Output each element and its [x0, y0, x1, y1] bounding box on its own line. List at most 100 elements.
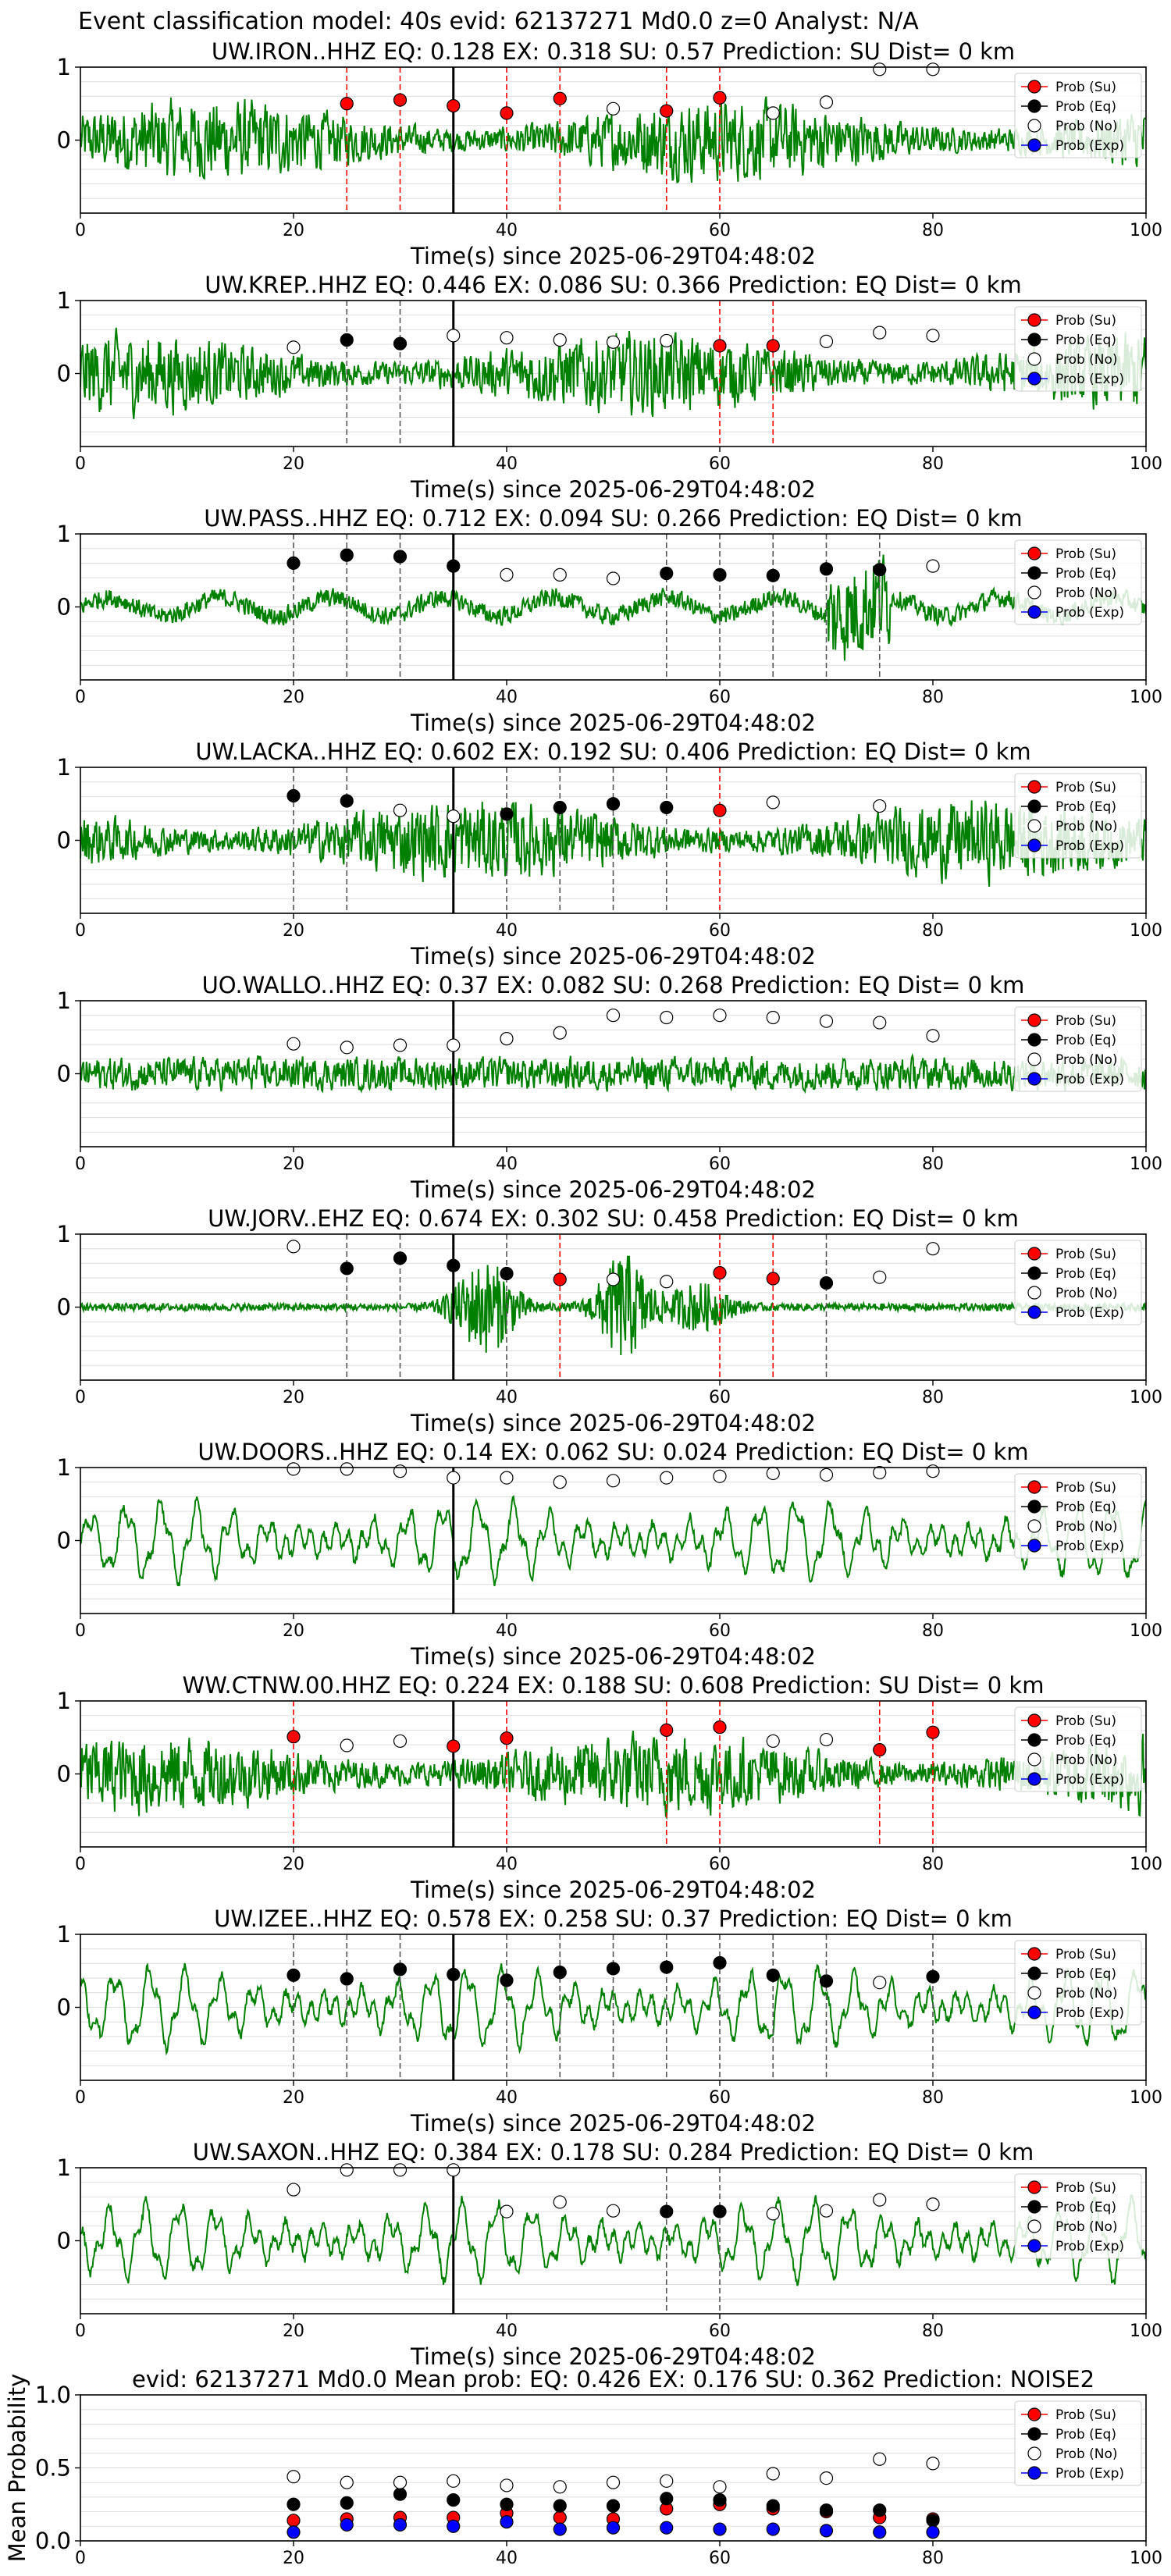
figure-suptitle: Event classification model: 40s evid: 62…: [78, 8, 919, 35]
prob-point-eq: [660, 1960, 674, 1974]
legend-marker-su: [1027, 1480, 1041, 1494]
y-tick-label: 1: [57, 1921, 71, 1948]
prob-point-no: [819, 95, 834, 109]
legend-box: [1014, 539, 1142, 625]
x-tick-label: 20: [283, 1155, 304, 1174]
legend-marker-exp: [1027, 2466, 1041, 2480]
legend-marker-su: [1027, 1013, 1041, 1027]
panel-title: UW.IRON..HHZ EQ: 0.128 EX: 0.318 SU: 0.5…: [212, 38, 1015, 65]
legend-label: Prob (Eq): [1055, 799, 1116, 815]
x-tick-label: 0: [75, 688, 86, 707]
prob-point-eq: [606, 1962, 621, 1976]
x-tick-label: 80: [922, 1855, 944, 1874]
panel-title: UW.KREP..HHZ EQ: 0.446 EX: 0.086 SU: 0.3…: [205, 272, 1022, 298]
legend-label: Prob (Eq): [1055, 2427, 1116, 2443]
legend-marker-exp: [1027, 1539, 1041, 1553]
prob-point-su: [553, 91, 567, 105]
legend: Prob (Su) Prob (Eq) Prob (No) Prob (Exp): [1014, 306, 1142, 392]
prob-point-no: [873, 1465, 887, 1480]
mean-point-exp: [447, 2519, 461, 2533]
mean-point-exp: [500, 2515, 514, 2529]
y-tick-label: 0: [57, 827, 71, 854]
prob-point-su: [713, 91, 727, 105]
legend-label: Prob (No): [1055, 1752, 1118, 1768]
legend-label: Prob (Su): [1055, 780, 1116, 795]
legend-box: [1014, 1006, 1142, 1092]
prob-point-no: [606, 2204, 621, 2218]
x-tick-label: 20: [283, 688, 304, 707]
legend-label: Prob (No): [1055, 2219, 1118, 2235]
legend-marker-eq: [1027, 566, 1041, 580]
x-tick-label: 60: [709, 921, 731, 941]
prob-point-su: [340, 97, 354, 111]
prob-point-eq: [340, 333, 354, 347]
mean-point-eq: [819, 2503, 834, 2517]
prob-point-no: [447, 2163, 461, 2177]
legend-label: Prob (Su): [1055, 80, 1116, 95]
legend-marker-su: [1027, 2180, 1041, 2194]
x-axis-label: Time(s) since 2025-06-29T04:48:02: [410, 2110, 816, 2137]
legend-marker-exp: [1027, 2005, 1041, 2019]
x-tick-label: 60: [709, 1855, 731, 1874]
prob-point-no: [553, 568, 567, 582]
legend-marker-exp: [1027, 138, 1041, 152]
x-tick-label: 20: [283, 2088, 304, 2108]
legend-marker-eq: [1027, 1966, 1041, 1980]
mean-point-no: [819, 2471, 834, 2485]
x-tick-label: 40: [496, 2549, 518, 2568]
legend-marker-exp: [1027, 2239, 1041, 2253]
mean-point-no: [766, 2467, 780, 2481]
mean-point-eq: [500, 2497, 514, 2511]
prob-point-no: [287, 340, 301, 354]
y-tick-label: 0: [57, 1294, 71, 1321]
legend-marker-eq: [1027, 799, 1041, 813]
prob-point-su: [447, 98, 461, 113]
legend-label: Prob (Exp): [1055, 138, 1124, 154]
y-tick-label: 0: [57, 1761, 71, 1788]
panel-10: evid: 62137271 Md0.0 Mean prob: EQ: 0.42…: [4, 2366, 1162, 2568]
legend-marker-eq: [1027, 1033, 1041, 1047]
legend-label: Prob (Exp): [1055, 1305, 1124, 1321]
legend-label: Prob (Su): [1055, 313, 1116, 329]
legend-marker-no: [1027, 585, 1041, 600]
legend: Prob (Su) Prob (Eq) Prob (No) Prob (Exp): [1014, 1240, 1142, 1325]
legend-marker-su: [1027, 80, 1041, 94]
prob-point-eq: [287, 556, 301, 571]
x-axis-label: Time(s) since 2025-06-29T04:48:02: [410, 1643, 816, 1670]
x-tick-label: 0: [75, 1621, 86, 1641]
y-tick-label: 1: [57, 521, 71, 547]
x-axis-label: Time(s) since 2025-06-29T04:48:02: [410, 2343, 816, 2370]
legend-marker-no: [1027, 1052, 1041, 1066]
prob-point-su: [713, 1265, 727, 1280]
panel-title: UW.JORV..EHZ EQ: 0.674 EX: 0.302 SU: 0.4…: [208, 1205, 1019, 1232]
prob-point-no: [926, 559, 940, 573]
y-tick-label: 0: [57, 1528, 71, 1554]
x-tick-label: 100: [1130, 1855, 1162, 1874]
x-tick-label: 100: [1130, 2549, 1162, 2568]
legend-marker-exp: [1027, 1772, 1041, 1786]
mean-point-no: [340, 2475, 354, 2489]
legend-label: Prob (Su): [1055, 2407, 1116, 2423]
prob-point-eq: [713, 1955, 727, 1970]
legend-box: [1014, 1940, 1142, 2026]
x-tick-label: 0: [75, 454, 86, 474]
prob-point-no: [553, 1475, 567, 1489]
y-tick-label: 0: [57, 1061, 71, 1087]
legend-label: Prob (Exp): [1055, 1539, 1124, 1554]
legend-marker-su: [1027, 2407, 1041, 2421]
prob-point-no: [447, 809, 461, 824]
prob-point-eq: [340, 548, 354, 562]
prob-point-no: [660, 1010, 674, 1025]
legend: Prob (Su) Prob (Eq) Prob (No) Prob (Exp): [1014, 539, 1142, 625]
mean-point-no: [926, 2457, 940, 2471]
legend-label: Prob (No): [1055, 119, 1118, 134]
legend-label: Prob (Exp): [1055, 2466, 1124, 2482]
legend-label: Prob (No): [1055, 2446, 1118, 2462]
prob-point-no: [553, 333, 567, 347]
mean-point-no: [393, 2475, 408, 2489]
mean-point-eq: [713, 2493, 727, 2507]
prob-point-eq: [606, 797, 621, 811]
prob-point-no: [766, 795, 780, 809]
x-tick-label: 80: [922, 2549, 944, 2568]
